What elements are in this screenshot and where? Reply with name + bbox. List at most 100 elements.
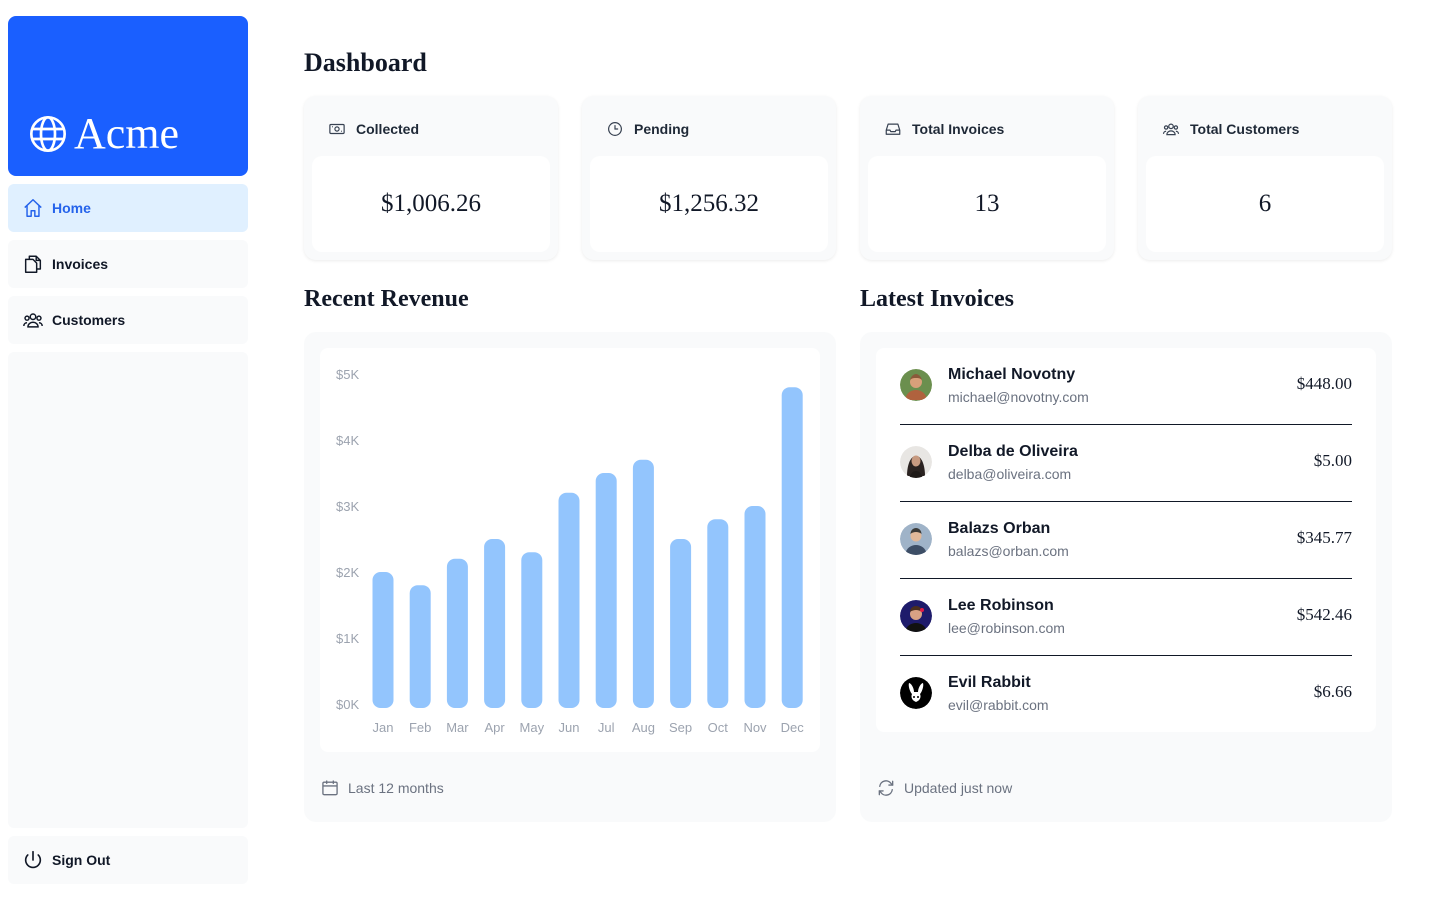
invoice-row[interactable]: Michael Novotny michael@novotny.com $448… — [900, 348, 1352, 425]
invoice-customer-email: michael@novotny.com — [948, 389, 1089, 405]
x-tick-label: Sep — [669, 720, 692, 735]
page-title: Dashboard — [304, 48, 427, 77]
invoice-amount: $448.00 — [1296, 374, 1352, 393]
invoices-footer: Updated just now — [876, 778, 1012, 798]
avatar — [900, 677, 932, 709]
revenue-panel: $0K $1K $2K $3K $4K $5K Jan Feb Mar Apr May Jun Jul A… — [304, 332, 836, 822]
sidebar-spacer — [8, 352, 248, 828]
nav-invoices-label: Invoices — [52, 256, 109, 272]
latest-invoices-title: Latest Invoices — [860, 286, 1014, 312]
home-icon — [24, 199, 42, 217]
y-tick-label: $4K — [336, 433, 359, 448]
revenue-bar[interactable] — [595, 473, 617, 708]
nav-customers-label: Customers — [52, 312, 126, 328]
y-tick-label: $0K — [336, 697, 359, 712]
revenue-bar[interactable] — [484, 539, 506, 708]
invoice-customer-name: Michael Novotny — [948, 366, 1076, 383]
x-tick-label: Feb — [409, 720, 431, 735]
card-header: Collected — [328, 120, 419, 138]
x-tick-label: Oct — [708, 720, 729, 735]
nav-invoices[interactable]: Invoices — [8, 240, 248, 288]
y-tick-label: $1K — [336, 631, 359, 646]
y-tick-label: $3K — [336, 499, 359, 514]
sign-out-button[interactable]: Sign Out — [8, 836, 248, 884]
user-group-icon — [1162, 123, 1180, 136]
card-label: Pending — [634, 121, 690, 137]
recent-revenue-title: Recent Revenue — [304, 286, 469, 312]
card-header: Total Customers — [1162, 120, 1299, 138]
revenue-bar[interactable] — [372, 572, 394, 708]
invoice-row[interactable]: Delba de Oliveira delba@oliveira.com $5.… — [900, 425, 1352, 502]
revenue-bar[interactable] — [409, 585, 431, 708]
refresh-icon — [878, 780, 894, 796]
globe-icon — [30, 116, 66, 152]
card-value: 13 — [868, 156, 1106, 252]
x-tick-label: Jul — [598, 720, 615, 735]
nav-customers[interactable]: Customers — [8, 296, 248, 344]
revenue-chart-container: $0K $1K $2K $3K $4K $5K Jan Feb Mar Apr May Jun Jul A… — [320, 348, 820, 752]
x-tick-label: Dec — [781, 720, 805, 735]
clock-icon — [608, 122, 622, 136]
revenue-footer: Last 12 months — [320, 778, 444, 798]
invoice-row[interactable]: Evil Rabbit evil@rabbit.com $6.66 — [900, 656, 1352, 733]
invoice-row[interactable]: Balazs Orban balazs@orban.com $345.77 — [900, 502, 1352, 579]
revenue-bar[interactable] — [744, 506, 766, 708]
y-tick-label: $5K — [336, 367, 359, 382]
nav-home[interactable]: Home — [8, 184, 248, 232]
card-collected: Collected $1,006.26 — [304, 96, 558, 260]
invoice-customer-email: balazs@orban.com — [948, 543, 1069, 559]
avatar — [900, 523, 932, 555]
revenue-bar[interactable] — [707, 519, 729, 708]
document-duplicate-icon — [24, 255, 42, 273]
calendar-icon — [322, 780, 338, 796]
x-tick-label: Jun — [559, 720, 580, 735]
invoice-amount: $6.66 — [1313, 682, 1352, 701]
x-tick-label: Nov — [743, 720, 767, 735]
invoice-row[interactable]: Lee Robinson lee@robinson.com $542.46 — [900, 579, 1352, 656]
invoice-customer-name: Evil Rabbit — [948, 674, 1031, 691]
card-value: $1,256.32 — [590, 156, 828, 252]
x-tick-label: Jan — [373, 720, 394, 735]
brand-logo-inner: Acme — [28, 112, 179, 156]
revenue-footer-label: Last 12 months — [348, 780, 444, 796]
power-icon — [24, 850, 42, 869]
avatar — [900, 446, 932, 478]
card-total-invoices: Total Invoices 13 — [860, 96, 1114, 260]
invoice-customer-name: Balazs Orban — [948, 520, 1051, 537]
card-header: Total Invoices — [884, 120, 1004, 138]
revenue-bar[interactable] — [558, 492, 580, 708]
card-label: Total Customers — [1190, 121, 1300, 137]
x-tick-label: May — [520, 720, 545, 735]
invoice-amount: $5.00 — [1313, 451, 1352, 470]
card-total-customers: Total Customers 6 — [1138, 96, 1392, 260]
revenue-bar[interactable] — [632, 459, 654, 708]
revenue-bar[interactable] — [781, 387, 803, 708]
invoice-customer-email: evil@rabbit.com — [948, 697, 1049, 713]
invoice-customer-name: Lee Robinson — [948, 597, 1054, 614]
avatar — [900, 369, 932, 401]
invoice-customer-name: Delba de Oliveira — [948, 443, 1078, 460]
invoice-amount: $345.77 — [1296, 528, 1352, 547]
sidebar: Acme Home Invoices Customers — [8, 16, 248, 884]
banknotes-icon — [329, 123, 345, 135]
revenue-bar[interactable] — [670, 539, 692, 708]
x-tick-label: Aug — [632, 720, 655, 735]
card-pending: Pending $1,256.32 — [582, 96, 836, 260]
nav-home-label: Home — [52, 200, 91, 216]
y-tick-label: $2K — [336, 565, 359, 580]
card-value: 6 — [1146, 156, 1384, 252]
brand-logo[interactable]: Acme — [8, 16, 248, 176]
revenue-bar[interactable] — [446, 558, 468, 708]
revenue-chart: $0K $1K $2K $3K $4K $5K Jan Feb Mar Apr May Jun Jul A… — [336, 367, 805, 735]
revenue-bar[interactable] — [521, 552, 543, 708]
x-tick-label: Mar — [446, 720, 469, 735]
card-value: $1,006.26 — [312, 156, 550, 252]
invoice-customer-email: delba@oliveira.com — [948, 466, 1072, 482]
invoices-footer-label: Updated just now — [904, 780, 1013, 796]
card-header: Pending — [606, 120, 689, 138]
invoice-customer-email: lee@robinson.com — [948, 620, 1065, 636]
sign-out-label: Sign Out — [52, 852, 111, 868]
invoice-list: Michael Novotny michael@novotny.com $448… — [876, 348, 1376, 732]
brand-name: Acme — [74, 109, 180, 158]
latest-invoices-panel: Michael Novotny michael@novotny.com $448… — [860, 332, 1392, 822]
